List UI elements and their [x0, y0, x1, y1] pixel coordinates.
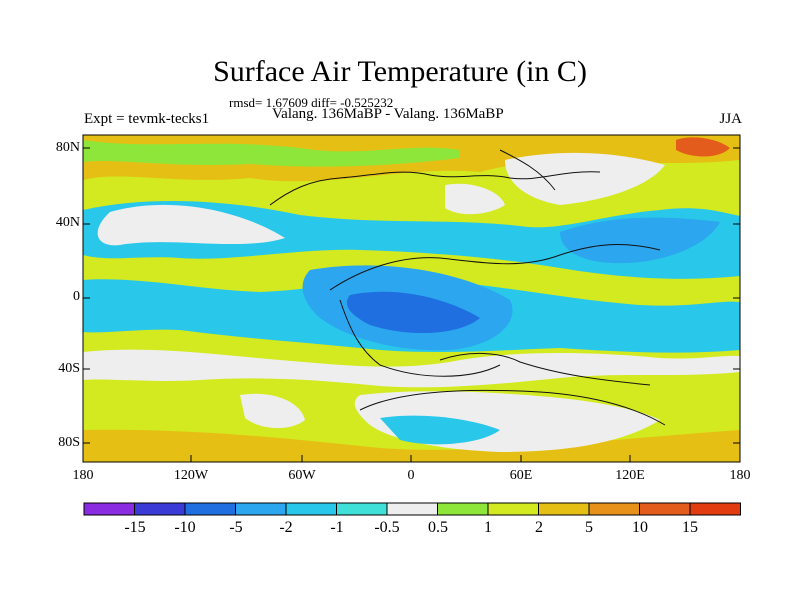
colorbar-swatch	[386, 502, 438, 516]
map-title: Surface Air Temperature (in C)	[213, 55, 587, 88]
field-south-white	[83, 349, 740, 388]
coastline-north	[269, 171, 601, 206]
coastline-arctic	[499, 149, 556, 191]
colorbar-label: -0.5	[374, 519, 400, 536]
colorbar-swatch	[639, 502, 691, 516]
lon-label-60w: 60W	[288, 468, 316, 483]
coastline-south	[439, 353, 651, 386]
lon-label-0: 0	[407, 468, 415, 483]
colorbar-label: -15	[124, 519, 146, 536]
field-north-white	[97, 204, 285, 246]
colorbar-label: 10	[632, 519, 648, 536]
field-eurasia-white	[505, 152, 665, 205]
colorbar-swatch	[184, 502, 236, 516]
colorbar-swatch	[437, 502, 489, 516]
lat-label-80n: 80N	[55, 140, 80, 155]
colorbar-label: 1	[484, 519, 492, 536]
field-north-cool-dark	[560, 217, 720, 264]
colorbar-label: 0.5	[428, 519, 448, 536]
colorbar-label: -5	[229, 519, 243, 536]
temperature-field	[83, 135, 740, 462]
lon-label-60e: 60E	[509, 468, 533, 483]
colorbar-swatch	[285, 502, 337, 516]
colorbar-swatch	[588, 502, 640, 516]
stats-line: rmsd= 1.67609 diff= -0.525232	[229, 95, 394, 110]
colorbar-label: -10	[174, 519, 196, 536]
lon-label-120e: 120E	[615, 468, 645, 483]
experiment-label: Expt = tevmk-tecks1	[84, 111, 210, 127]
lat-label-80s: 80S	[58, 435, 80, 450]
colorbar-label: 2	[535, 519, 543, 536]
field-arctic-red	[676, 137, 730, 157]
coastline-antarctica	[359, 389, 666, 426]
colorbar-label: -1	[330, 519, 344, 536]
colorbar-label: -2	[279, 519, 293, 536]
colorbar-swatch	[134, 502, 186, 516]
lat-label-equator: 0	[73, 289, 80, 304]
field-equator-cool-darkest	[346, 291, 480, 334]
colorbar-swatch	[336, 502, 388, 516]
colorbar-swatch	[83, 502, 135, 516]
colorbar	[83, 502, 741, 516]
field-arctic-green	[83, 140, 460, 167]
colorbar-swatch	[538, 502, 590, 516]
field-antarctic-orange	[83, 429, 740, 462]
axis-ticks	[83, 147, 740, 462]
lat-label-40n: 40N	[55, 215, 80, 230]
colorbar-swatch	[689, 502, 741, 516]
season-label: JJA	[719, 111, 742, 127]
coastline-tethys	[329, 244, 661, 291]
lon-label-120w: 120W	[173, 468, 209, 483]
coastlines	[269, 149, 666, 426]
colorbar-swatch	[487, 502, 539, 516]
lon-label-180w: 180	[72, 468, 94, 483]
field-antarctic-cool	[380, 415, 500, 445]
colorbar-label: 5	[585, 519, 593, 536]
field-west-white	[240, 393, 305, 429]
colorbar-swatch	[235, 502, 287, 516]
lat-label-40s: 40S	[58, 361, 80, 376]
field-namerica-white	[445, 183, 505, 215]
colorbar-label: 15	[682, 519, 698, 536]
coastline-africa	[339, 299, 501, 377]
lon-label-180e: 180	[729, 468, 751, 483]
map-subtitle: Valang. 136MaBP - Valang. 136MaBP	[272, 106, 504, 122]
